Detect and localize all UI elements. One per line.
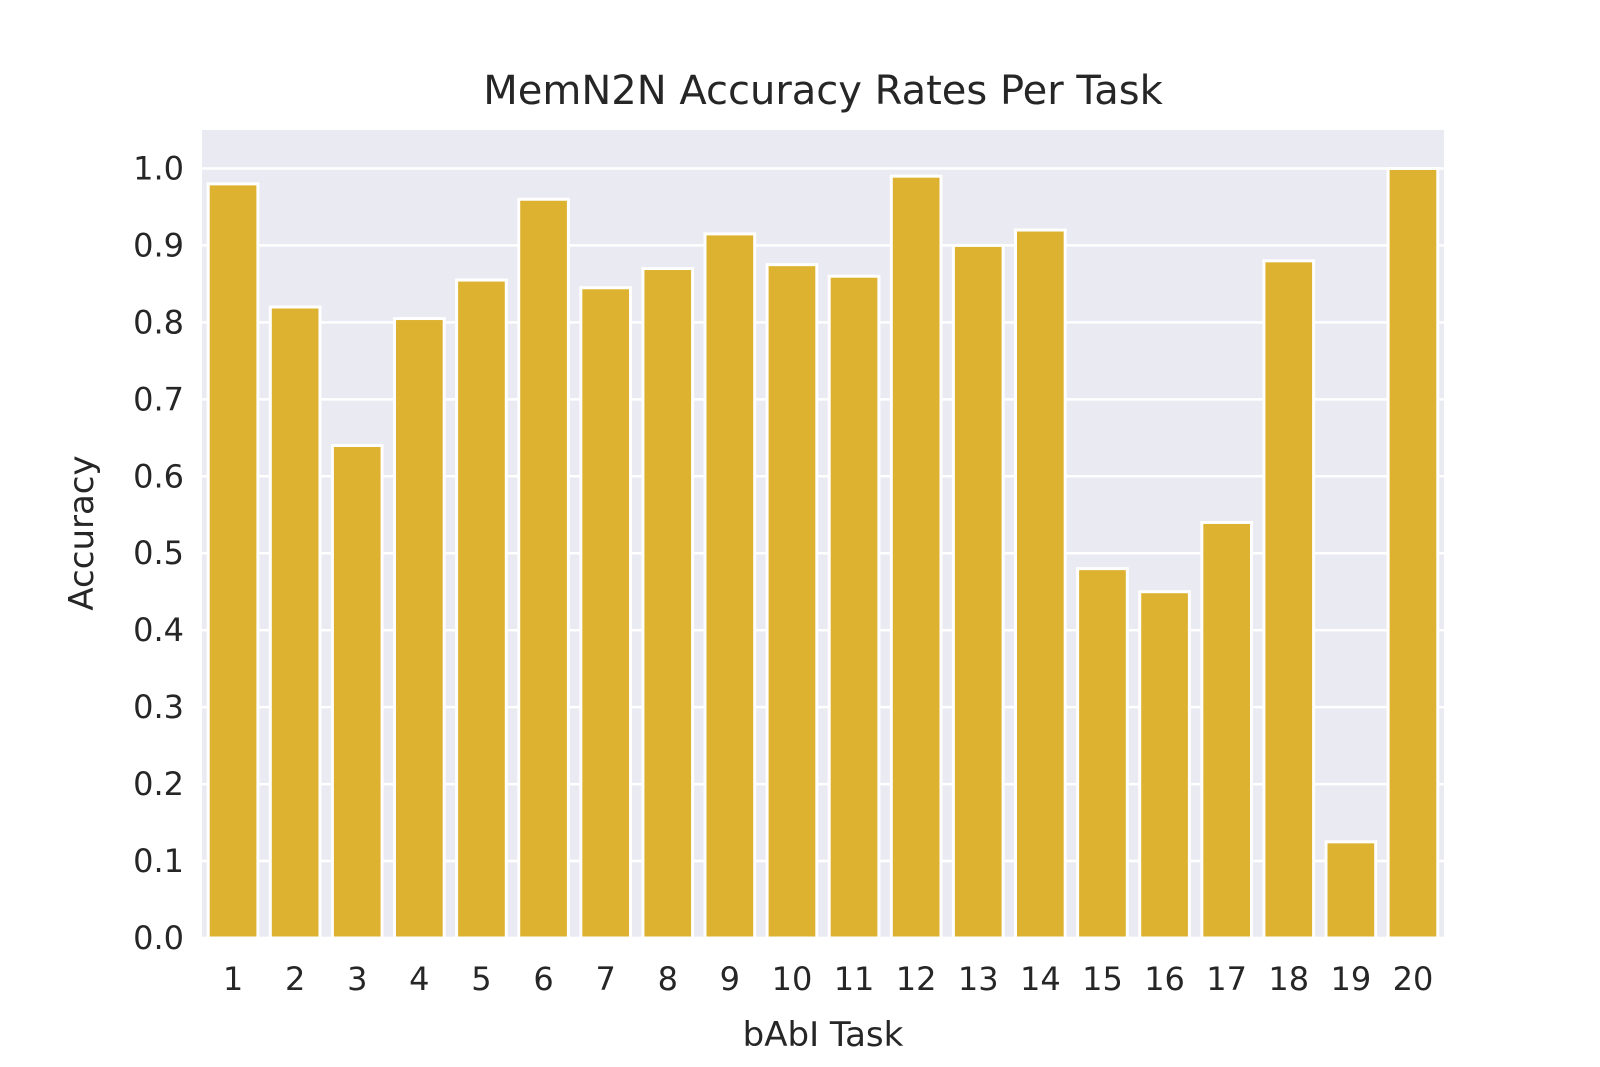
bar-task-14 xyxy=(1014,228,1067,940)
x-tick-label: 16 xyxy=(1144,960,1185,998)
x-axis-label: bAbI Task xyxy=(743,1015,904,1055)
bar-task-15 xyxy=(1076,567,1129,940)
bar-task-18 xyxy=(1262,259,1316,940)
y-tick-label: 0.9 xyxy=(133,226,184,264)
y-tick-label: 0.3 xyxy=(133,688,184,726)
bar-task-16 xyxy=(1138,590,1191,940)
x-tick-label: 1 xyxy=(223,960,243,998)
bar-task-4 xyxy=(393,317,446,940)
x-tick-label: 12 xyxy=(896,960,937,998)
plot-area xyxy=(202,130,1444,938)
chart-title: MemN2N Accuracy Rates Per Task xyxy=(483,68,1163,114)
bar-task-6 xyxy=(517,197,570,940)
bar-task-12 xyxy=(889,174,943,940)
x-tick-label: 6 xyxy=(533,960,553,998)
x-tick-label: 13 xyxy=(958,960,999,998)
y-tick-label: 0.4 xyxy=(133,611,184,649)
bar-task-19 xyxy=(1324,840,1378,940)
x-tick-label: 17 xyxy=(1206,960,1247,998)
x-tick-label: 4 xyxy=(409,960,429,998)
bar-task-7 xyxy=(579,286,632,940)
x-tick-label: 2 xyxy=(285,960,305,998)
bar-task-11 xyxy=(827,274,881,940)
bar-task-5 xyxy=(455,278,508,940)
x-tick-label: 19 xyxy=(1330,960,1371,998)
bar-task-1 xyxy=(206,182,260,940)
y-tick-label: 0.1 xyxy=(133,842,184,880)
y-tick-label: 1.0 xyxy=(133,149,184,187)
bar-task-8 xyxy=(641,267,695,940)
x-tick-label: 20 xyxy=(1393,960,1434,998)
y-tick-label: 0.6 xyxy=(133,457,184,495)
x-tick-label: 11 xyxy=(834,960,875,998)
bar-task-17 xyxy=(1200,520,1253,940)
bar-task-3 xyxy=(330,444,384,940)
x-tick-label: 10 xyxy=(772,960,813,998)
x-tick-label: 15 xyxy=(1082,960,1123,998)
bar-task-2 xyxy=(268,305,322,940)
x-tick-label: 5 xyxy=(471,960,491,998)
x-tick-label: 14 xyxy=(1020,960,1061,998)
y-tick-label: 0.5 xyxy=(133,534,184,572)
x-tick-label: 7 xyxy=(595,960,615,998)
x-tick-label: 18 xyxy=(1268,960,1309,998)
y-axis-label: Accuracy xyxy=(62,455,102,610)
x-tick-label: 9 xyxy=(720,960,740,998)
bars xyxy=(206,166,1440,940)
x-tick-labels: 1 2 3 4 5 6 7 8 9 10 11 12 13 14 15 16 17 18 19 20 xyxy=(223,960,1433,998)
y-tick-label: 0.0 xyxy=(133,919,184,957)
y-tick-label: 0.7 xyxy=(133,380,184,418)
x-tick-label: 3 xyxy=(347,960,367,998)
x-tick-label: 8 xyxy=(658,960,678,998)
bar-task-9 xyxy=(703,232,757,940)
y-tick-label: 0.8 xyxy=(133,303,184,341)
bar-task-20 xyxy=(1386,166,1440,940)
y-tick-label: 0.2 xyxy=(133,765,184,803)
bar-task-13 xyxy=(951,243,1005,940)
y-tick-labels: 0.0 0.1 0.2 0.3 0.4 0.5 0.6 0.7 0.8 0.9 1.0 xyxy=(133,149,184,957)
bar-task-10 xyxy=(765,263,819,940)
